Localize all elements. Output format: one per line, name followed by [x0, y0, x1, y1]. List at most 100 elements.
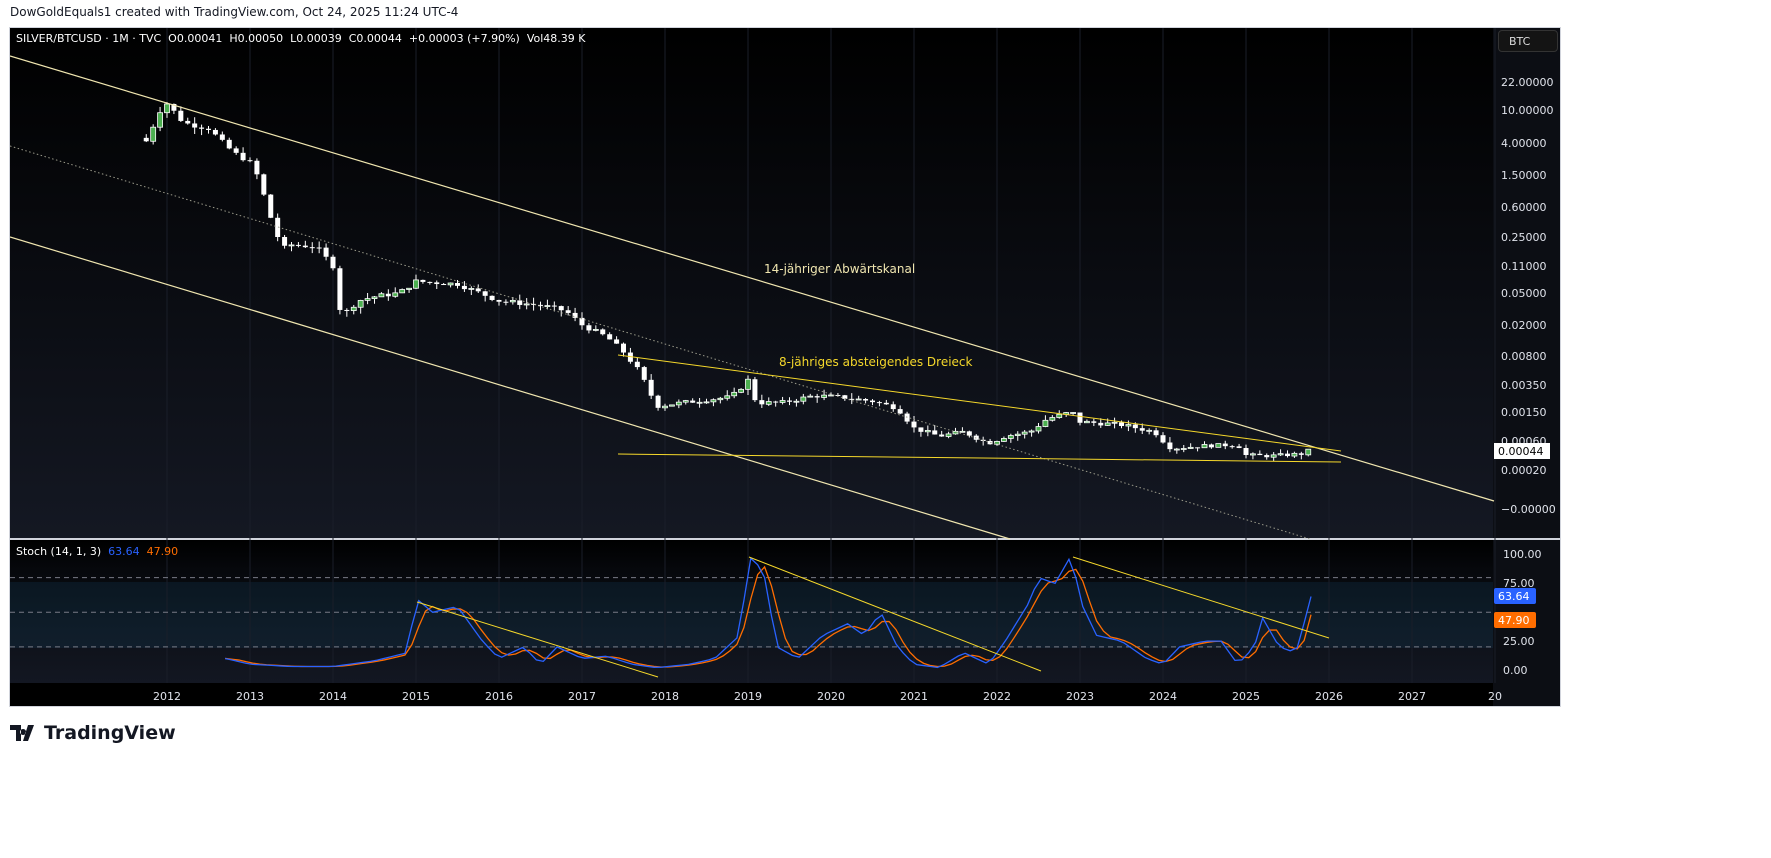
candle-down: [1091, 421, 1097, 423]
candle-down: [558, 306, 564, 311]
stoch-k-badge: [1494, 588, 1536, 604]
last-price-label: 0.00044: [1498, 445, 1544, 458]
channel-upper-line: [10, 55, 1495, 502]
candle-down: [1264, 455, 1270, 458]
candle-down: [870, 400, 875, 403]
candle-up: [682, 400, 689, 403]
candle-down: [178, 110, 184, 121]
candle-down: [1153, 430, 1159, 436]
chart-credit: DowGoldEquals1 created with TradingView.…: [10, 5, 459, 19]
candle-down: [268, 194, 274, 218]
candle-down: [171, 103, 177, 111]
candle-up: [592, 329, 599, 331]
candle-up: [164, 103, 170, 114]
close-value: C0.00044: [348, 32, 402, 45]
candle-down: [842, 395, 848, 399]
candle-down: [863, 399, 869, 401]
candle-down: [475, 288, 481, 292]
candle-up: [959, 430, 966, 433]
x-tick-label: 2021: [900, 690, 928, 703]
candle-up: [765, 401, 772, 405]
x-tick-label: 2022: [983, 690, 1011, 703]
candle-down: [226, 139, 232, 149]
x-tick-label: 2023: [1066, 690, 1094, 703]
tradingview-logo-icon: [10, 725, 34, 741]
candle-down: [219, 134, 225, 140]
candle-down: [883, 402, 889, 405]
stoch-name[interactable]: Stoch (14, 1, 3): [16, 545, 102, 558]
candle-down: [309, 247, 315, 249]
x-tick-label: 2014: [319, 690, 347, 703]
candle-up: [406, 287, 412, 290]
candle-down: [1167, 442, 1173, 450]
candle-down: [787, 400, 792, 402]
candle-down: [206, 128, 211, 130]
triangle-lower-line: [617, 453, 1342, 463]
candle-down: [282, 237, 288, 246]
candle-down: [261, 174, 267, 195]
x-tick-label: 2024: [1149, 690, 1177, 703]
candle-up: [371, 296, 378, 300]
candle-down: [455, 283, 460, 286]
stoch-tick-label: 75.00: [1503, 577, 1535, 590]
chart-canvas: 2012 2013 2014 2015 2016 2017 2018 2019 2020 2021…: [10, 28, 1556, 703]
candle-down: [1160, 435, 1166, 443]
x-tick-label: 2016: [485, 690, 513, 703]
candle-down: [192, 123, 198, 128]
candle-up: [675, 401, 682, 406]
candle-down: [434, 282, 440, 285]
candle-down: [607, 334, 613, 340]
candle-up: [821, 394, 827, 398]
triangle-label: 8-jähriges absteigendes Dreieck: [779, 355, 973, 369]
change-value: +0.00003 (+7.90%): [408, 32, 520, 45]
stoch-d-value: 47.90: [146, 545, 179, 558]
price-tick-label: 22.00000: [1501, 76, 1554, 89]
candle-up: [1270, 454, 1277, 458]
chart-panel[interactable]: 2012 2013 2014 2015 2016 2017 2018 2019 2020 2021…: [9, 27, 1561, 707]
candle-down: [441, 284, 447, 286]
price-tick-label: −0.00000: [1501, 503, 1556, 516]
candle-down: [614, 339, 620, 344]
stoch-d-badge: [1494, 612, 1536, 628]
candle-up: [779, 400, 786, 403]
candle-up: [669, 404, 675, 407]
candle-down: [551, 305, 557, 307]
x-tick-label: 2025: [1232, 690, 1260, 703]
candle-up: [157, 112, 163, 128]
candle-down: [1285, 453, 1290, 457]
candle-down: [987, 440, 993, 445]
channel-lower-line: [10, 236, 1011, 540]
candle-down: [1077, 412, 1083, 423]
tradingview-logo[interactable]: TradingView: [10, 722, 176, 744]
candle-down: [461, 285, 467, 290]
candle-down: [966, 431, 972, 436]
candle-up: [793, 400, 800, 403]
x-tick-label: 2018: [651, 690, 679, 703]
x-tick-label: 2017: [568, 690, 596, 703]
pane-divider[interactable]: [10, 538, 1560, 540]
candle-down: [1119, 422, 1124, 427]
candle-up: [807, 395, 814, 398]
x-tick-label: 2013: [236, 690, 264, 703]
candle-down: [932, 430, 938, 435]
currency-button[interactable]: BTC: [1498, 30, 1558, 52]
candle-down: [849, 398, 855, 400]
candle-up: [1250, 453, 1256, 456]
candle-up: [413, 279, 419, 289]
candle-down: [185, 120, 191, 124]
candle-down: [1243, 448, 1249, 455]
candle-up: [1277, 453, 1284, 456]
candle-down: [420, 279, 426, 282]
candle-down: [275, 217, 281, 238]
candle-up: [1070, 412, 1076, 414]
symbol-name[interactable]: SILVER/BTCUSD · 1M · TVC: [16, 32, 162, 45]
candle-down: [482, 291, 488, 296]
candle-up: [1001, 438, 1007, 442]
candle-up: [1201, 444, 1208, 449]
candle-up: [696, 401, 703, 404]
candle-down: [302, 245, 308, 248]
candle-down: [586, 325, 592, 331]
candle-down: [648, 379, 654, 396]
candle-down: [890, 404, 896, 410]
price-tick-label: 0.00800: [1501, 350, 1547, 363]
